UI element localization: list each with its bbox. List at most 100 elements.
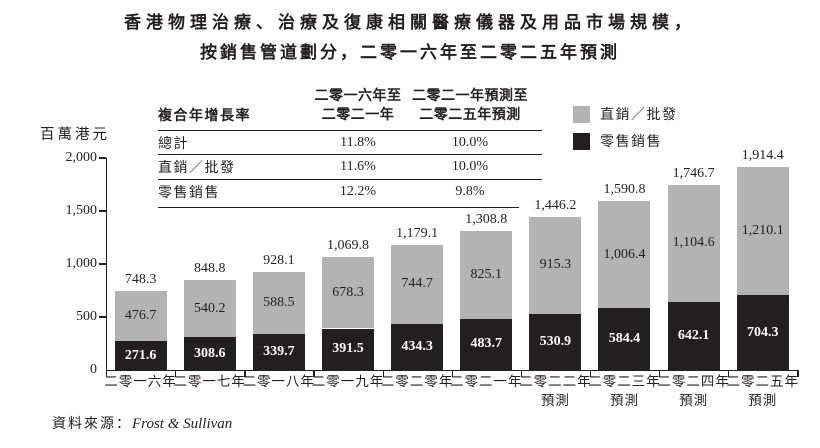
x-category-label: 二零二二年: [519, 374, 592, 389]
bar-segment-direct-wholesale: [736, 167, 789, 296]
y-axis-unit-label: 百萬港元: [40, 127, 110, 143]
bar-total-label: 1,308.8: [465, 212, 508, 228]
x-tick-mark: [797, 371, 799, 377]
bar-segment-direct-wholesale: [321, 256, 374, 329]
x-tick-mark: [451, 371, 453, 377]
y-tick-mark: [99, 263, 106, 265]
bar-segment-direct-wholesale: [529, 216, 582, 314]
x-tick-mark: [382, 371, 384, 377]
y-tick-label: 500: [76, 309, 97, 324]
cagr-row-header: 複合年增長率: [158, 109, 251, 124]
bar-segment-retail: [598, 308, 651, 370]
x-category-label: 二零二零年: [380, 374, 454, 389]
cagr-col1-header: 二零一六年至 二零二一年: [314, 89, 402, 123]
cagr-table: 複合年增長率 二零一六年至 二零二一年 二零二一年預測至 二零二五年預測 總計 …: [158, 87, 542, 208]
direct-wholesale-swatch-icon: [573, 105, 590, 123]
retail-value-label: 483.7: [470, 336, 502, 352]
chart-legend: 直銷／批發 零售銷售: [573, 104, 678, 158]
cagr-row-total: 總計 11.8% 10.0%: [158, 131, 542, 156]
x-tick-mark: [728, 371, 730, 377]
legend-item-direct-wholesale: 直銷／批發: [573, 104, 678, 124]
bar-total-label: 1,446.2: [534, 197, 577, 213]
cagr-col2-header: 二零二一年預測至 二零二五年預測: [412, 89, 528, 123]
x-tick-mark: [589, 371, 592, 377]
legend-item-retail: 零售銷售: [573, 131, 678, 151]
direct-wholesale-value-label: 476.7: [124, 307, 157, 323]
direct-wholesale-value-label: 1,006.4: [603, 246, 646, 262]
retail-value-label: 530.9: [539, 333, 572, 349]
y-tick-label: 2,000: [65, 150, 98, 165]
bar-segment-retail: [321, 328, 374, 370]
bar-segment-retail: [114, 341, 167, 370]
x-tick-mark: [659, 371, 661, 377]
bar-segment-direct-wholesale: [460, 231, 513, 319]
direct-wholesale-value-label: 1,210.1: [741, 223, 784, 239]
bar-total-label: 1,746.7: [672, 165, 715, 181]
bar-total-label: 848.8: [193, 261, 226, 277]
x-tick-mark: [520, 371, 523, 377]
direct-wholesale-value-label: 1,104.6: [672, 235, 715, 251]
direct-wholesale-value-label: 744.7: [401, 276, 433, 292]
cagr-row-retail: 零售銷售 12.2% 9.8%: [158, 183, 485, 201]
retail-value-label: 308.6: [193, 345, 226, 361]
bar-total-label: 1,590.8: [603, 182, 646, 198]
retail-value-label: 271.6: [124, 347, 157, 363]
x-category-label: 二零一八年: [242, 374, 316, 389]
direct-wholesale-value-label: 678.3: [332, 284, 364, 300]
bar-segment-retail: [391, 323, 444, 370]
cagr-table-header: 複合年增長率 二零一六年至 二零二一年 二零二一年預測至 二零二五年預測: [158, 87, 542, 131]
bar-segment-retail: [252, 333, 305, 370]
retail-value-label: 339.7: [263, 343, 295, 359]
y-tick-mark: [99, 316, 106, 318]
y-tick-mark: [99, 157, 106, 159]
x-tick-mark: [106, 371, 108, 377]
x-category-label: 二零二五年: [726, 374, 799, 389]
chart-title-line2: 按銷售管道劃分，二零一六年至二零二五年預測: [200, 43, 620, 62]
x-axis-line: [106, 370, 799, 372]
bar-segment-direct-wholesale: [598, 201, 651, 309]
x-category-label: 二零一九年: [311, 374, 385, 389]
x-category-sublabel: 預測: [609, 393, 639, 408]
bar-total-label: 1,179.1: [396, 226, 439, 242]
retail-value-label: 434.3: [401, 338, 433, 354]
direct-wholesale-value-label: 915.3: [539, 257, 572, 273]
bar-segment-direct-wholesale: [391, 245, 444, 324]
x-category-label: 二零二三年: [588, 374, 661, 389]
chart-title: 香港物理治療、治療及復康相關醫療儀器及用品市場規模， 按銷售管道劃分，二零一六年…: [0, 8, 820, 68]
direct-wholesale-value-label: 540.2: [193, 300, 226, 316]
x-category-sublabel: 預測: [679, 393, 709, 408]
bar-segment-direct-wholesale: [183, 280, 236, 338]
y-tick-label: 0: [90, 362, 97, 377]
bar-total-label: 1,069.8: [326, 237, 369, 253]
bar-segment-retail: [183, 337, 236, 370]
y-tick-label: 1,000: [65, 256, 98, 271]
x-tick-mark: [244, 371, 246, 377]
bar-segment-retail: [460, 318, 513, 370]
direct-wholesale-value-label: 825.1: [470, 266, 502, 282]
bar-segment-retail: [529, 313, 582, 370]
x-tick-mark: [175, 371, 177, 377]
x-category-label: 二零一七年: [173, 374, 246, 389]
retail-value-label: 584.4: [608, 331, 641, 347]
retail-value-label: 391.5: [332, 341, 364, 357]
chart-title-line1: 香港物理治療、治療及復康相關醫療儀器及用品市場規模，: [124, 13, 696, 32]
retail-swatch-icon: [573, 132, 590, 150]
source-note: 資料來源：Frost & Sullivan: [52, 416, 233, 432]
x-category-label: 二零二一年: [449, 374, 523, 389]
bar-segment-direct-wholesale: [667, 184, 720, 302]
bar-total-label: 928.1: [263, 252, 295, 268]
bar-segment-direct-wholesale: [252, 271, 305, 334]
direct-wholesale-value-label: 588.5: [263, 294, 295, 310]
bar-segment-retail: [667, 301, 720, 370]
x-category-label: 二零二四年: [657, 374, 730, 389]
bar-segment-direct-wholesale: [114, 290, 167, 342]
retail-value-label: 704.3: [746, 324, 779, 340]
retail-value-label: 642.1: [677, 327, 710, 343]
bar-segment-retail: [736, 295, 789, 370]
y-tick-label: 1,500: [65, 203, 98, 218]
bar-total-label: 748.3: [124, 271, 157, 287]
x-category-sublabel: 預測: [540, 393, 570, 408]
x-category-sublabel: 預測: [748, 393, 778, 408]
